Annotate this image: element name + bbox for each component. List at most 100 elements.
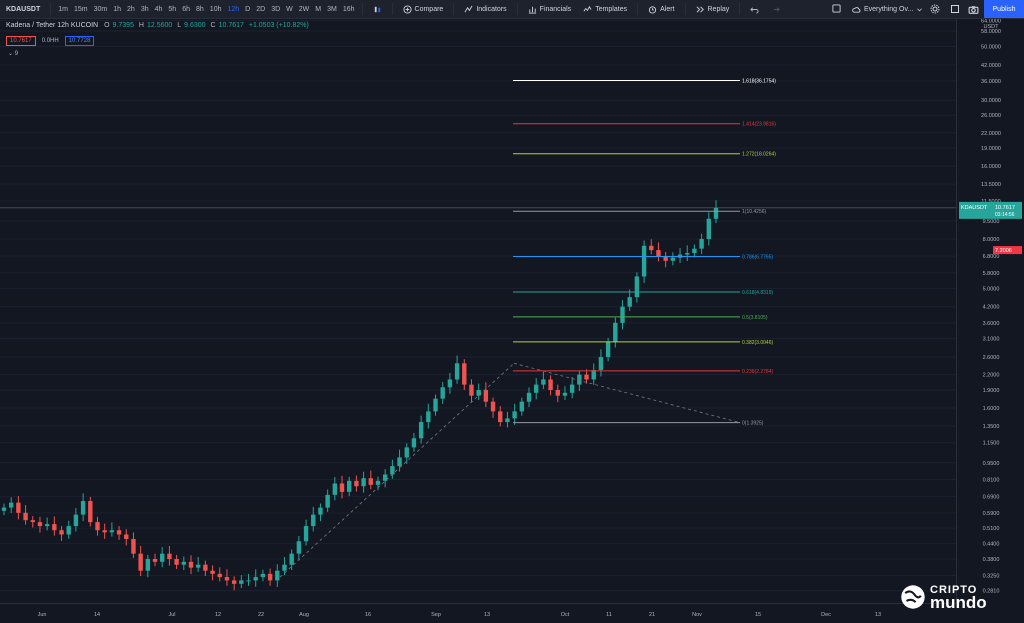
- candle: [663, 256, 668, 261]
- timeframe-30m[interactable]: 30m: [93, 5, 108, 13]
- timeframe-1h[interactable]: 1h: [113, 5, 122, 13]
- compare-button[interactable]: Compare: [397, 4, 450, 14]
- templates-button[interactable]: Templates: [577, 5, 633, 14]
- financials-button[interactable]: Financials: [522, 5, 578, 14]
- price-tick-label: 5.0000: [983, 286, 1000, 292]
- sell-price-box[interactable]: 10.7617: [6, 36, 36, 46]
- candle: [210, 570, 215, 574]
- candle: [562, 392, 568, 396]
- top-toolbar: KDAUSDT 1m 15m 30m 1h 2h 3h 4h 5h 6h 8h 10h 12h D 2D 3…: [0, 0, 1024, 19]
- undo-button[interactable]: [744, 5, 765, 14]
- high-key: H: [138, 22, 144, 29]
- fullscreen-button[interactable]: [950, 0, 960, 18]
- candle: [433, 398, 438, 412]
- divider: [516, 3, 518, 15]
- candle: [66, 526, 71, 535]
- candle: [656, 250, 661, 257]
- timeframe-W[interactable]: W: [286, 5, 293, 13]
- redo-button[interactable]: [765, 5, 786, 14]
- indicators-label: Indicators: [476, 5, 507, 13]
- price-chart[interactable]: 1.618(36.1754) 1.414(23.9816) 1.272(18.026…: [0, 19, 956, 603]
- price-tick-label: 36.0000: [981, 79, 1001, 85]
- checkbox-icon[interactable]: [832, 4, 841, 13]
- price-axis[interactable]: 64.0000 58.0000 50.0000 42.0000 36.0000 30.00…: [956, 19, 1024, 603]
- publish-button[interactable]: Publish: [984, 0, 1024, 18]
- high-value: 12.5600: [146, 22, 173, 29]
- price-tick-label: 19.0000: [981, 146, 1001, 152]
- timeframe-D[interactable]: D: [245, 5, 251, 13]
- price-tick-label: 2.6000: [983, 355, 1000, 361]
- alert-button[interactable]: Alert: [642, 5, 680, 14]
- layout-selector[interactable]: Everything Ov...: [832, 0, 923, 18]
- candle: [203, 564, 208, 571]
- price-tick-label: 22.0000: [981, 131, 1001, 137]
- candle: [224, 577, 230, 581]
- watermark-line2: mundo: [930, 592, 987, 612]
- timeframe-3h[interactable]: 3h: [140, 5, 149, 13]
- timeframe-4h[interactable]: 4h: [154, 5, 163, 13]
- candle: [382, 474, 388, 481]
- candle: [73, 514, 79, 527]
- timeframe-3M[interactable]: 3M: [327, 5, 337, 13]
- red-level-value: 7.2006: [995, 248, 1012, 254]
- snapshot-button[interactable]: [968, 0, 979, 18]
- timeframe-2W[interactable]: 2W: [298, 5, 310, 13]
- candle: [181, 561, 186, 565]
- timeframe-2h[interactable]: 2h: [127, 5, 135, 13]
- timeframe-M[interactable]: M: [315, 5, 322, 13]
- timeframe-15m[interactable]: 15m: [73, 5, 88, 13]
- candle: [490, 401, 496, 412]
- candle: [44, 524, 50, 527]
- fib-level-label: 1.272(18.0264): [742, 152, 776, 158]
- candle: [418, 422, 424, 439]
- time-tick-label: 13: [875, 612, 881, 618]
- settings-button[interactable]: [930, 0, 940, 18]
- candle: [627, 297, 632, 307]
- candle: [498, 411, 503, 423]
- timeframe-16h[interactable]: 16h: [342, 5, 355, 13]
- low-value: 9.6300: [184, 22, 206, 29]
- timeframe-10h[interactable]: 10h: [209, 5, 222, 13]
- fib-level-label: 0.786(6.7765): [742, 254, 773, 260]
- candle: [505, 418, 510, 423]
- divider: [50, 3, 52, 15]
- price-tick-label: 2.2000: [983, 373, 1000, 379]
- candle: [167, 553, 172, 560]
- candle: [706, 218, 712, 240]
- timeframe-8h[interactable]: 8h: [196, 5, 204, 13]
- divider: [453, 3, 455, 15]
- last-price-badge: [959, 201, 993, 219]
- ohlc-values: O 9.7395 H 12.5600 L 9.6300 C 10.7617 +1.050…: [104, 22, 312, 29]
- timeframe-12h[interactable]: 12h: [227, 5, 240, 13]
- timeframe-1m[interactable]: 1m: [58, 5, 68, 13]
- symbol-title[interactable]: Kadena / Tether 12h KUCOIN: [6, 22, 99, 29]
- candle: [109, 530, 115, 533]
- indicators-button[interactable]: Indicators: [458, 5, 512, 14]
- indicators-collapse-toggle[interactable]: ⌄ 9: [8, 50, 18, 57]
- candle: [30, 520, 35, 523]
- candle: [555, 389, 560, 396]
- price-tick-label: 8.0000: [983, 237, 1000, 243]
- candle: [311, 514, 316, 527]
- indicator-count: 9: [14, 51, 19, 57]
- timeframe-6h[interactable]: 6h: [182, 5, 190, 13]
- price-tick-label: 1.6000: [983, 406, 1000, 412]
- candle: [649, 245, 654, 251]
- candle: [188, 561, 194, 568]
- fib-level-label: 0.382(3.0046): [742, 340, 773, 346]
- candle: [231, 580, 237, 584]
- price-tick-label: 0.6900: [983, 494, 1000, 500]
- chart-type-button[interactable]: [367, 5, 388, 14]
- time-tick-label: 14: [94, 612, 100, 618]
- replay-button[interactable]: Replay: [690, 5, 736, 14]
- candle: [462, 363, 467, 385]
- symbol-search[interactable]: KDAUSDT: [6, 5, 41, 13]
- buy-price-box[interactable]: 10.7728: [64, 36, 95, 46]
- candle: [332, 483, 338, 495]
- timeframe-5h[interactable]: 5h: [168, 5, 177, 13]
- candle: [152, 559, 158, 562]
- timeframe-2D[interactable]: 2D: [256, 5, 266, 13]
- fib-level-label: 1.414(23.9816): [742, 122, 776, 128]
- time-axis[interactable]: Jun 14 Jul 12 22 Aug 16 Sep 13 Oct 11 21 Nov 15 Dec 13: [0, 603, 956, 623]
- timeframe-3D[interactable]: 3D: [271, 5, 281, 13]
